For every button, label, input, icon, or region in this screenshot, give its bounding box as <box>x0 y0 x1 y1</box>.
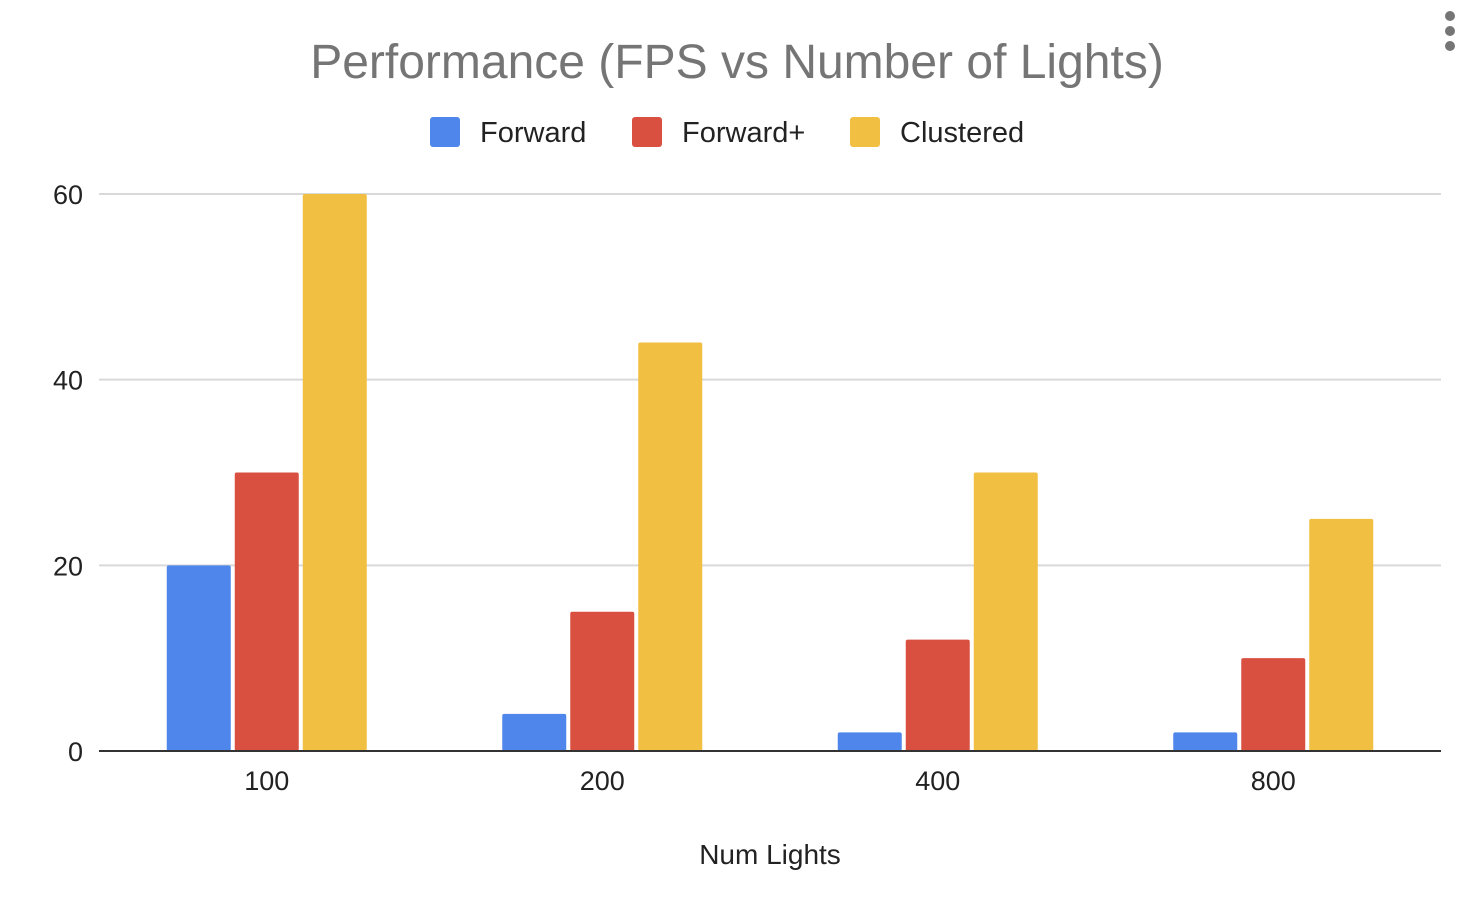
bar-forward--800 <box>1241 658 1306 751</box>
bars <box>166 194 1374 751</box>
bar-clustered-800 <box>1309 518 1374 751</box>
x-tick-label: 400 <box>915 766 960 796</box>
bar-forward--100 <box>234 472 299 751</box>
legend-label: Forward+ <box>682 117 805 149</box>
y-tick-label: 0 <box>68 737 83 767</box>
legend-item-forward-: Forward+ <box>632 117 805 149</box>
legend-swatch <box>850 117 880 147</box>
bar-clustered-200 <box>638 342 703 751</box>
legend-swatch <box>430 117 460 147</box>
legend-swatch <box>632 117 662 147</box>
legend-label: Forward <box>480 117 586 149</box>
bar-forward-400 <box>837 732 902 751</box>
legend-item-forward: Forward <box>430 117 586 149</box>
y-axis-ticks: 0 20 40 60 <box>53 180 83 767</box>
bar-clustered-100 <box>302 194 367 751</box>
gridlines <box>99 193 1441 567</box>
x-tick-label: 200 <box>580 766 625 796</box>
chart-title: Performance (FPS vs Number of Lights) <box>310 36 1164 89</box>
chart-menu-button[interactable] <box>1445 11 1455 51</box>
x-tick-label: 800 <box>1251 766 1296 796</box>
more-vert-icon[interactable] <box>1445 11 1455 51</box>
legend: Forward Forward+ Clustered <box>430 117 1024 149</box>
bar-forward--400 <box>905 639 970 751</box>
x-axis-title: Num Lights <box>699 839 841 870</box>
y-tick-label: 20 <box>53 551 83 581</box>
bar-forward--200 <box>570 611 635 751</box>
x-axis-ticks: 100 200 400 800 <box>244 766 1296 796</box>
legend-label: Clustered <box>900 117 1024 149</box>
x-tick-label: 100 <box>244 766 289 796</box>
y-tick-label: 40 <box>53 366 83 396</box>
bar-forward-200 <box>502 713 567 751</box>
legend-item-clustered: Clustered <box>850 117 1024 149</box>
bar-forward-100 <box>166 565 231 751</box>
bar-clustered-400 <box>973 472 1038 751</box>
y-tick-label: 60 <box>53 180 83 210</box>
bar-forward-800 <box>1173 732 1238 751</box>
